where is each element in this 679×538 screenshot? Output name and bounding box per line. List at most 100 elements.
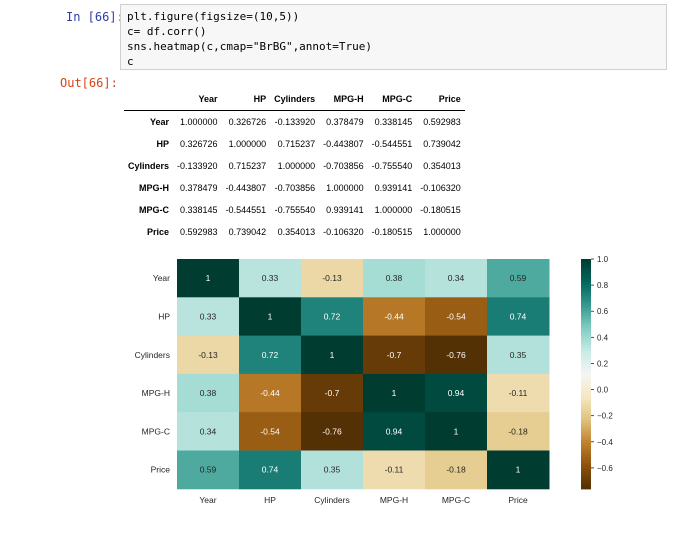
input-prompt: In [66]: [66,10,124,24]
colorbar-tick-label: −0.4 [597,438,613,447]
colorbar-segment [581,396,591,401]
colorbar-segment [581,353,591,358]
colorbar-tick-label: −0.6 [597,464,613,473]
colorbar-segment [581,356,591,361]
heatmap-annotation: 1 [516,465,521,475]
colorbar-segment [581,273,591,277]
row-header: Year [149,117,170,127]
colorbar-segment [581,457,591,461]
colorbar-segment [581,385,591,389]
colorbar-segment [581,480,591,484]
colorbar-segment [581,442,591,447]
heatmap-cell [425,297,488,337]
heatmap-annotation: 0.35 [510,350,527,360]
heatmap-annotation: -0.7 [387,350,402,360]
heatmap-cell [301,297,364,337]
heatmap-cell [301,373,364,413]
table-corner [124,88,174,111]
heatmap-cell [363,335,426,375]
code-cell[interactable]: plt.figure(figsize=(10,5)) c= df.corr() … [120,4,667,70]
heatmap-annotation: -0.18 [446,465,466,475]
y-tick-label: MPG-C [142,426,170,436]
colorbar-segment [581,462,591,467]
heatmap-annotation: -0.7 [325,388,340,398]
table-cell: 1.000000 [374,205,413,215]
heatmap-annotation: 0.72 [324,311,341,321]
colorbar-segment [581,445,591,450]
colorbar-segment [581,261,591,266]
y-tick-label: Price [151,465,171,475]
colorbar-segment [581,437,591,441]
colorbar-segment [581,325,591,329]
heatmap-annotation: -0.13 [198,350,218,360]
heatmap-annotation: 0.59 [510,273,527,283]
heatmap-cell [301,259,364,298]
heatmap-cell [239,297,302,337]
x-tick-label: Price [508,495,528,505]
y-tick-label: Year [153,273,170,283]
table-cell: -0.703856 [323,161,364,171]
heatmap-cell [239,259,302,298]
heatmap-cell [487,297,550,337]
code-line-2: c= df.corr() [127,25,207,38]
colorbar-segment [581,270,591,274]
colorbar-segment [581,439,591,444]
colorbar-segment [581,431,591,435]
heatmap-cell [363,259,426,298]
row-header: Cylinders [128,161,170,171]
colorbar-segment [581,365,591,369]
y-tick-label: HP [158,311,170,321]
table-row: HP 0.326726 1.000000 0.715237 -0.443807 … [124,133,465,155]
colorbar-segment [581,405,591,409]
table-cell: 0.715237 [277,139,316,149]
heatmap-annotation: -0.54 [446,311,466,321]
table-cell: -0.755540 [371,161,413,171]
table-cell: 0.354013 [277,227,316,237]
row-header: HP [156,139,170,149]
colorbar-segment [581,460,591,464]
heatmap-cell [177,259,240,298]
heatmap-annotation: 0.34 [200,426,217,436]
correlation-table: Year HP Cylinders MPG-H MPG-C Price Year… [124,88,465,243]
table-cell: -0.703856 [274,183,316,193]
heatmap-annotation: 1 [392,388,397,398]
colorbar-segment [581,264,591,269]
heatmap-annotation: 1 [206,273,211,283]
colorbar-segment [581,448,591,453]
colorbar-segment [581,322,591,326]
table-row: Year 1.000000 0.326726 -0.133920 0.37847… [124,111,465,134]
colorbar-segment [581,333,591,338]
heatmap-cell [177,412,240,451]
row-header: MPG-H [139,183,170,193]
code-line-4: c [127,55,134,68]
heatmap-cell [363,373,426,413]
x-tick-label: Cylinders [314,495,349,505]
heatmap-annotation: -0.44 [384,311,404,321]
colorbar-segment [581,394,591,398]
heatmap-annotation: -0.54 [260,426,280,436]
colorbar-segment [581,474,591,478]
colorbar-segment [581,414,591,418]
heatmap-cell [363,450,426,490]
colorbar-segment [581,307,591,312]
colorbar-segment [581,382,591,386]
colorbar-segment [581,327,591,332]
colorbar-segment [581,399,591,404]
colorbar-segment [581,276,591,280]
colorbar-segment [581,281,591,286]
colorbar-segment [581,402,591,407]
table-row: MPG-H 0.378479 -0.443807 -0.703856 1.000… [124,177,465,199]
heatmap-cell [425,259,488,298]
colorbar-segment [581,296,591,300]
heatmap-cell [239,450,302,490]
colorbar-segment [581,290,591,295]
colorbar-segment [581,304,591,309]
colorbar-segment [581,471,591,476]
colorbar-segment [581,373,591,378]
output-prompt: Out[66]: [60,76,118,90]
colorbar-segment [581,483,591,487]
colorbar-segment [581,330,591,335]
heatmap-cell [239,335,302,375]
colorbar-segment [581,434,591,438]
heatmap-annotation: 0.74 [262,465,279,475]
